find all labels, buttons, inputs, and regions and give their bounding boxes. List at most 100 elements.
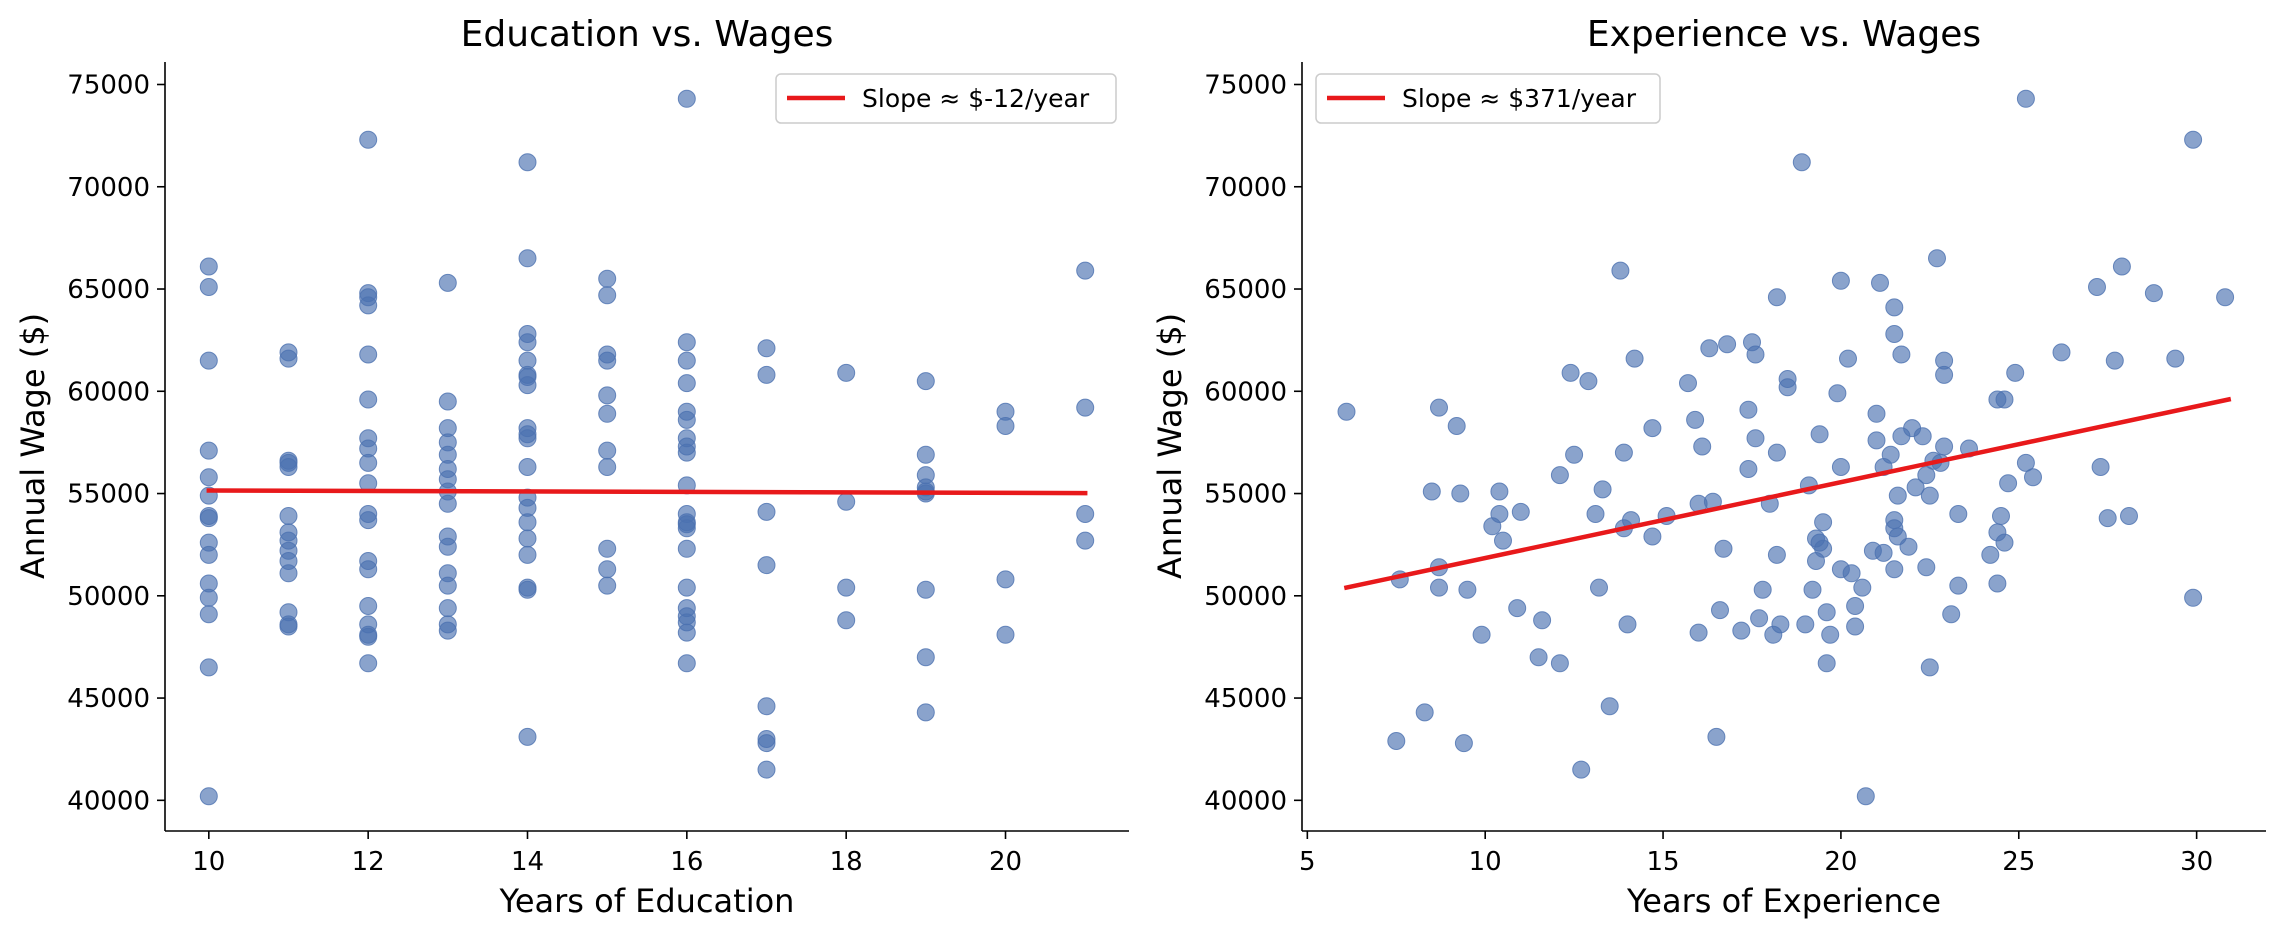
data-point xyxy=(837,363,856,382)
data-point xyxy=(1614,443,1633,462)
data-point xyxy=(518,153,537,172)
data-point xyxy=(1643,527,1662,546)
data-point xyxy=(1814,539,1833,558)
data-point xyxy=(1888,486,1907,505)
data-point xyxy=(359,453,378,472)
data-point xyxy=(1831,458,1850,476)
data-point xyxy=(1387,732,1406,750)
data-point xyxy=(359,130,378,149)
data-point xyxy=(996,417,1015,435)
panel-2-x-label: Years of Experience xyxy=(1626,882,1941,920)
panel-1-x-ticks: 10 12 14 16 18 20 xyxy=(192,831,1022,877)
data-point xyxy=(598,539,617,558)
data-point xyxy=(1917,558,1936,577)
data-point xyxy=(279,617,298,636)
y-tick-label: 40000 xyxy=(67,786,150,816)
data-point xyxy=(1689,623,1708,642)
data-point xyxy=(1550,654,1569,673)
data-point xyxy=(677,578,696,597)
data-point xyxy=(1415,703,1434,722)
data-point xyxy=(1867,404,1886,423)
data-point xyxy=(1430,578,1448,597)
data-point xyxy=(1814,513,1833,532)
panel-1-y-ticks: 40000 45000 50000 55000 60000 65000 70000 75000 xyxy=(67,70,165,816)
data-point xyxy=(1753,580,1772,599)
experience-vs-wages-panel: Experience vs. Wages 40000 45000 50000 5500… xyxy=(1151,14,2266,920)
y-tick-label: 60000 xyxy=(1204,377,1287,407)
x-tick-label: 16 xyxy=(670,847,703,877)
data-point xyxy=(1810,425,1829,444)
data-point xyxy=(2216,288,2235,307)
data-point xyxy=(518,249,537,268)
data-point xyxy=(199,509,218,528)
y-tick-label: 70000 xyxy=(1204,173,1287,203)
panel-1-x-label: Years of Education xyxy=(499,882,795,920)
panel-1-trend-line xyxy=(206,488,1088,496)
data-point xyxy=(1076,505,1095,523)
data-point xyxy=(2088,278,2106,296)
data-point xyxy=(1935,437,1954,456)
y-tick-label: 65000 xyxy=(67,275,150,305)
data-point xyxy=(438,494,457,513)
data-point xyxy=(1746,345,1765,364)
data-point xyxy=(2120,507,2138,525)
data-point xyxy=(1920,658,1939,677)
data-point xyxy=(518,376,537,395)
data-point xyxy=(279,507,298,525)
data-point xyxy=(598,351,617,370)
data-point xyxy=(199,605,218,624)
panel-2-x-ticks: 5 10 15 20 25 30 xyxy=(1299,831,2213,877)
panel-1-legend-label: Slope ≈ $-12/year xyxy=(862,84,1090,113)
data-point xyxy=(1565,445,1584,464)
y-tick-label: 60000 xyxy=(67,377,150,407)
data-point xyxy=(518,727,537,746)
data-point xyxy=(1767,443,1786,462)
data-point xyxy=(438,537,457,556)
data-point xyxy=(359,345,378,364)
panel-1-legend: Slope ≈ $-12/year xyxy=(775,73,1117,124)
y-tick-label: 45000 xyxy=(67,684,150,714)
data-point xyxy=(438,576,457,595)
data-point xyxy=(438,621,457,640)
data-point xyxy=(1590,578,1608,597)
data-point xyxy=(518,580,537,599)
data-point xyxy=(996,570,1015,589)
panel-2-legend: Slope ≈ $371/year xyxy=(1315,73,1661,124)
data-point xyxy=(199,787,218,806)
panel-2-y-label: Annual Wage ($) xyxy=(1151,313,1189,579)
data-point xyxy=(677,351,696,370)
data-point xyxy=(1935,365,1954,384)
y-tick-label: 55000 xyxy=(1204,480,1287,510)
data-point xyxy=(1511,502,1530,521)
data-point xyxy=(359,654,378,673)
data-point xyxy=(2016,453,2035,472)
data-point xyxy=(1718,335,1737,354)
data-point xyxy=(598,404,617,423)
y-tick-label: 45000 xyxy=(1204,684,1287,714)
panel-1-y-label: Annual Wage ($) xyxy=(14,313,52,579)
data-point xyxy=(1846,617,1865,636)
data-point xyxy=(1686,410,1705,429)
data-point xyxy=(1076,398,1095,417)
data-point xyxy=(916,372,935,391)
x-tick-label: 5 xyxy=(1299,847,1316,877)
data-point xyxy=(1856,787,1875,806)
y-tick-label: 65000 xyxy=(1204,275,1287,305)
data-point xyxy=(438,599,457,618)
data-point xyxy=(1076,261,1095,280)
data-point xyxy=(1739,400,1758,419)
data-point xyxy=(677,374,696,393)
data-point xyxy=(1711,601,1729,620)
panel-1-points xyxy=(199,89,1095,806)
data-point xyxy=(1490,482,1509,501)
data-point xyxy=(1796,615,1815,634)
data-point xyxy=(1746,429,1765,448)
data-point xyxy=(1817,654,1836,673)
data-point xyxy=(1831,271,1850,290)
data-point xyxy=(677,654,696,673)
data-point xyxy=(1928,249,1946,268)
data-point xyxy=(1885,560,1904,579)
y-tick-label: 50000 xyxy=(1204,582,1287,612)
data-point xyxy=(279,458,298,476)
